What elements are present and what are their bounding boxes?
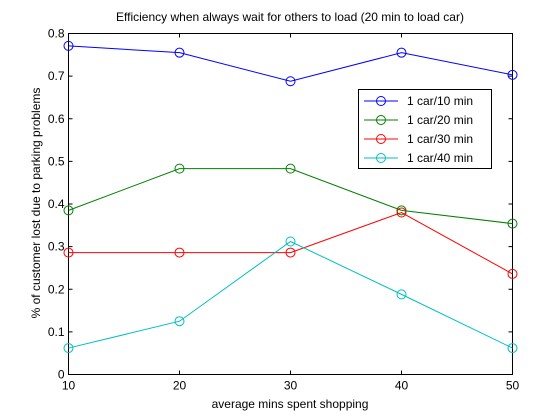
legend-marker: [376, 115, 386, 125]
y-tick-label: 0.6: [48, 112, 65, 126]
series-line-1: [68, 45, 513, 82]
data-point: [507, 69, 518, 80]
legend-box: [358, 89, 492, 169]
data-point: [285, 163, 296, 174]
legend-item: 1 car/30 min: [364, 132, 473, 146]
data-point: [285, 76, 296, 87]
data-point: [174, 247, 185, 258]
x-axis-label: average mins spent shopping: [212, 397, 369, 411]
series-line-3: [68, 211, 513, 275]
legend-marker: [376, 96, 386, 106]
legend-label: 1 car/10 min: [407, 94, 473, 108]
data-point: [174, 316, 185, 327]
series-lines: [68, 45, 513, 349]
data-point: [174, 47, 185, 58]
data-point: [63, 40, 74, 51]
x-tick-label: 50: [506, 379, 520, 393]
x-tick-label: 10: [62, 379, 76, 393]
y-axis-label: % of customer lost due to parking proble…: [29, 88, 43, 319]
y-tick-label: 0.5: [48, 154, 65, 168]
y-tick-label: 0: [58, 368, 65, 382]
legend-item: 1 car/10 min: [364, 94, 473, 108]
x-tick-label: 20: [173, 379, 187, 393]
axis-ticks: 10 20 30 40 50 0 0.1 0.2 0.3 0.4 0.5 0.6 0.7 0.8: [48, 27, 520, 393]
data-point: [396, 289, 407, 300]
legend-label: 1 car/40 min: [407, 151, 473, 165]
x-tick-label: 30: [284, 379, 298, 393]
y-tick-label: 0.3: [48, 240, 65, 254]
data-point: [285, 236, 296, 247]
y-tick-label: 0.7: [48, 69, 65, 83]
chart-title: Efficiency when always wait for others t…: [116, 10, 464, 24]
legend-label: 1 car/20 min: [407, 113, 473, 127]
plot-area: [68, 33, 513, 375]
y-tick-label: 0.4: [48, 197, 65, 211]
legend-marker: [376, 153, 386, 163]
series-line-2: [68, 168, 513, 225]
legend-item: 1 car/40 min: [364, 151, 473, 165]
data-point: [396, 207, 407, 218]
data-point: [507, 218, 518, 229]
legend-label: 1 car/30 min: [407, 132, 473, 146]
x-tick-label: 40: [395, 379, 409, 393]
legend-marker: [376, 134, 386, 144]
data-point: [396, 47, 407, 58]
data-point: [507, 343, 518, 354]
y-tick-label: 0.8: [48, 27, 65, 41]
data-point: [63, 205, 74, 216]
data-point: [63, 247, 74, 258]
y-tick-label: 0.1: [48, 325, 65, 339]
data-point: [63, 343, 74, 354]
y-tick-label: 0.2: [48, 282, 65, 296]
series-markers: [63, 40, 518, 354]
data-point: [174, 163, 185, 174]
data-point: [507, 268, 518, 279]
legend-item: 1 car/20 min: [364, 113, 473, 127]
data-point: [285, 247, 296, 258]
legend: 1 car/10 min 1 car/20 min 1 car/30 min 1 ca…: [358, 89, 492, 169]
series-line-4: [68, 240, 513, 349]
